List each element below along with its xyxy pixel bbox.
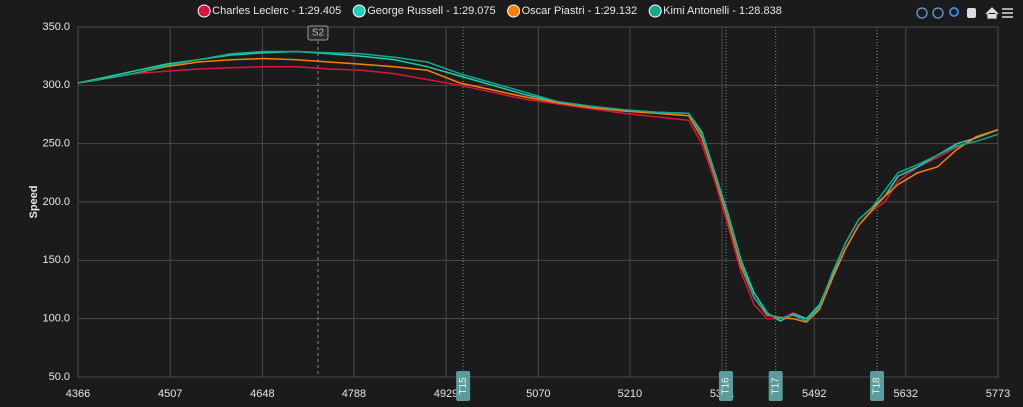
turn-label: T16 — [721, 377, 732, 395]
legend-marker — [197, 4, 211, 18]
x-tick-label: 4366 — [66, 388, 90, 400]
legend-marker — [507, 4, 521, 18]
menu-button[interactable] — [1002, 8, 1013, 18]
x-tick-label: 5632 — [894, 388, 918, 400]
x-tick-label: 5210 — [618, 388, 642, 400]
turn-badge — [718, 371, 733, 401]
x-tick-label: 4507 — [158, 388, 182, 400]
y-tick-label: 100.0 — [42, 313, 70, 325]
legend-label: Oscar Piastri - 1:29.132 — [522, 5, 638, 17]
y-tick-label: 250.0 — [42, 138, 70, 150]
legend-marker — [352, 4, 366, 18]
legend-label: George Russell - 1:29.075 — [367, 5, 495, 17]
zoom-out-button[interactable] — [932, 7, 944, 19]
series-line — [77, 65, 999, 320]
turn-badge — [870, 371, 885, 401]
y-tick-label: 350.0 — [42, 21, 70, 33]
turn-label: T17 — [770, 377, 781, 395]
x-tick-label: 5492 — [802, 388, 826, 400]
zoom-select-button[interactable] — [949, 7, 959, 17]
turn-label: T15 — [458, 377, 469, 395]
legend-label: Kimi Antonelli - 1:28.838 — [663, 5, 782, 17]
x-tick-label: 4929 — [434, 388, 458, 400]
series-line — [77, 57, 999, 324]
pan-button[interactable] — [967, 8, 976, 18]
turn-label: T18 — [872, 377, 883, 395]
x-tick-label: 5773 — [986, 388, 1010, 400]
y-tick-label: 50.0 — [49, 371, 70, 383]
turn-badge — [456, 371, 471, 401]
x-tick-label: 4788 — [342, 388, 366, 400]
series-line — [77, 50, 999, 322]
y-tick-label: 150.0 — [42, 254, 70, 266]
turn-badge — [768, 371, 783, 401]
toolbar — [916, 7, 1013, 19]
y-tick-label: 200.0 — [42, 196, 70, 208]
y-axis-label: Speed — [28, 185, 40, 218]
legend-marker — [648, 4, 662, 18]
legend: Charles Leclerc - 1:29.405 George Russell… — [197, 4, 782, 18]
y-tick-label: 300.0 — [42, 79, 70, 91]
x-tick-label: 4648 — [250, 388, 274, 400]
legend-label: Charles Leclerc - 1:29.405 — [212, 5, 341, 17]
zoom-in-button[interactable] — [916, 7, 928, 19]
sector-label: S2 — [312, 28, 325, 39]
reset-button[interactable] — [985, 7, 999, 19]
x-tick-label: 5070 — [526, 388, 550, 400]
sector-badge — [307, 25, 329, 41]
